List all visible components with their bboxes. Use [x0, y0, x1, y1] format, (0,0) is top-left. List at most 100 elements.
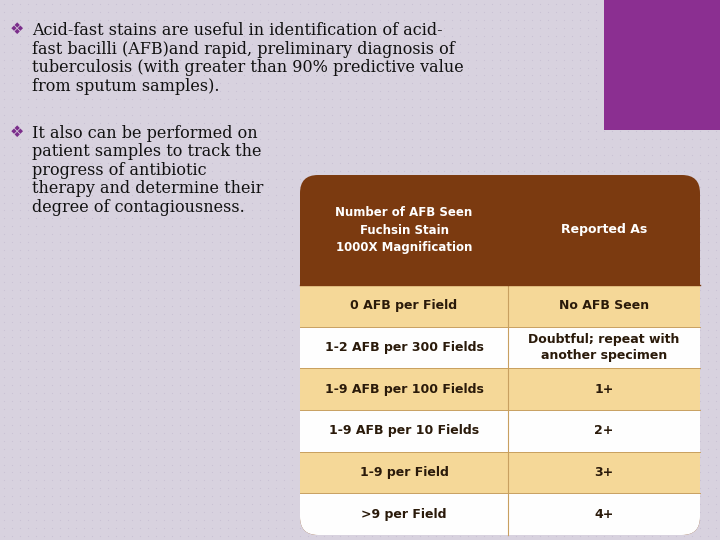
Point — [86, 166, 98, 175]
Point — [694, 158, 706, 167]
Point — [582, 24, 594, 32]
Point — [350, 238, 361, 247]
Point — [566, 286, 577, 294]
Point — [614, 325, 626, 334]
Point — [270, 421, 282, 429]
Point — [366, 293, 378, 302]
Point — [590, 262, 602, 271]
Point — [14, 31, 26, 40]
Point — [102, 151, 114, 159]
Point — [6, 87, 18, 96]
Point — [215, 524, 226, 532]
Point — [190, 79, 202, 87]
Point — [534, 325, 546, 334]
Point — [215, 373, 226, 382]
Point — [414, 269, 426, 278]
Point — [6, 532, 18, 540]
Point — [46, 428, 58, 437]
Point — [534, 134, 546, 143]
Point — [654, 190, 666, 199]
Point — [198, 309, 210, 318]
Point — [390, 158, 402, 167]
Point — [143, 500, 154, 509]
Point — [503, 269, 514, 278]
Point — [54, 24, 66, 32]
Point — [198, 174, 210, 183]
Point — [478, 0, 490, 8]
Point — [222, 373, 234, 382]
Point — [110, 87, 122, 96]
Point — [566, 127, 577, 136]
Point — [302, 55, 314, 64]
Point — [494, 8, 505, 16]
Point — [150, 389, 162, 397]
Point — [198, 293, 210, 302]
Point — [598, 198, 610, 207]
Point — [526, 222, 538, 231]
Point — [14, 254, 26, 262]
Point — [526, 397, 538, 406]
Point — [6, 318, 18, 326]
Point — [566, 484, 577, 492]
Point — [62, 254, 73, 262]
Point — [446, 246, 458, 254]
Point — [670, 318, 682, 326]
Point — [326, 190, 338, 199]
Point — [71, 31, 82, 40]
Point — [174, 0, 186, 8]
Point — [575, 318, 586, 326]
Point — [134, 39, 145, 48]
Point — [334, 532, 346, 540]
Point — [622, 508, 634, 516]
Point — [86, 143, 98, 151]
Point — [510, 532, 522, 540]
Point — [422, 389, 433, 397]
Point — [526, 103, 538, 112]
Point — [318, 508, 330, 516]
Point — [238, 349, 250, 357]
Point — [6, 293, 18, 302]
Point — [278, 151, 289, 159]
Point — [558, 508, 570, 516]
Point — [215, 436, 226, 445]
Point — [143, 143, 154, 151]
Point — [662, 389, 674, 397]
Point — [198, 357, 210, 366]
Point — [278, 111, 289, 119]
Point — [534, 460, 546, 469]
Point — [134, 119, 145, 127]
Point — [46, 404, 58, 413]
Point — [686, 174, 698, 183]
Point — [558, 293, 570, 302]
Point — [238, 198, 250, 207]
Point — [470, 254, 482, 262]
Point — [62, 190, 73, 199]
Point — [550, 309, 562, 318]
Point — [342, 190, 354, 199]
Point — [206, 230, 217, 239]
Point — [182, 8, 194, 16]
Point — [398, 373, 410, 382]
Point — [206, 134, 217, 143]
Point — [654, 63, 666, 72]
Point — [134, 365, 145, 374]
Point — [638, 516, 649, 524]
Text: Acid-fast stains are useful in identification of acid-: Acid-fast stains are useful in identific… — [32, 22, 443, 39]
Point — [510, 413, 522, 421]
Point — [647, 309, 658, 318]
Point — [582, 0, 594, 8]
Point — [542, 453, 554, 461]
Point — [503, 103, 514, 112]
Point — [302, 397, 314, 406]
Point — [30, 309, 42, 318]
Point — [654, 389, 666, 397]
Point — [143, 428, 154, 437]
Point — [326, 87, 338, 96]
Point — [694, 373, 706, 382]
Point — [134, 24, 145, 32]
Point — [486, 532, 498, 540]
Point — [414, 55, 426, 64]
Point — [710, 436, 720, 445]
Point — [678, 24, 690, 32]
Point — [614, 230, 626, 239]
